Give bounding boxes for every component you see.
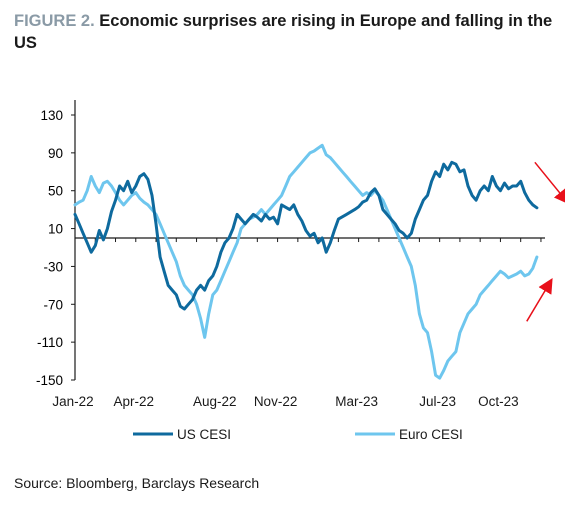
line-chart: 130 90 50 10 -30 -70 -110 -150 Jan-22 Apr-22 Aug-2… [36, 100, 565, 442]
figure-label: FIGURE 2. [14, 12, 95, 30]
x-tick-label: Aug-22 [193, 394, 237, 409]
series-line-us-cesi [73, 160, 539, 311]
y-tick-label: -150 [36, 373, 63, 388]
y-tick-label: 90 [48, 146, 63, 161]
y-tick-label: -30 [43, 259, 63, 274]
figure-title: FIGURE 2. Economic surprises are rising … [14, 10, 559, 54]
x-tick-label: Apr-22 [114, 394, 155, 409]
x-tick-label: Jan-22 [52, 394, 93, 409]
y-tick-label: 50 [48, 184, 63, 199]
arrow-down-annotation [534, 161, 565, 205]
x-tick-label: Mar-23 [335, 394, 378, 409]
y-tick-label: 10 [48, 222, 63, 237]
legend-label-us-cesi: US CESI [177, 427, 231, 442]
y-tick-label: -70 [43, 297, 63, 312]
series-line-euro-cesi [73, 143, 539, 380]
x-tick-label: Jul-23 [419, 394, 456, 409]
x-tick-label: Oct-23 [478, 394, 519, 409]
figure-title-text: Economic surprises are rising in Europe … [14, 12, 553, 52]
arrow-up-annotation [526, 278, 553, 322]
y-tick-label: 130 [40, 108, 63, 123]
y-tick-label: -110 [37, 335, 63, 350]
legend-label-euro-cesi: Euro CESI [399, 427, 463, 442]
x-tick-label: Nov-22 [254, 394, 298, 409]
source-note: Source: Bloomberg, Barclays Research [14, 475, 260, 491]
